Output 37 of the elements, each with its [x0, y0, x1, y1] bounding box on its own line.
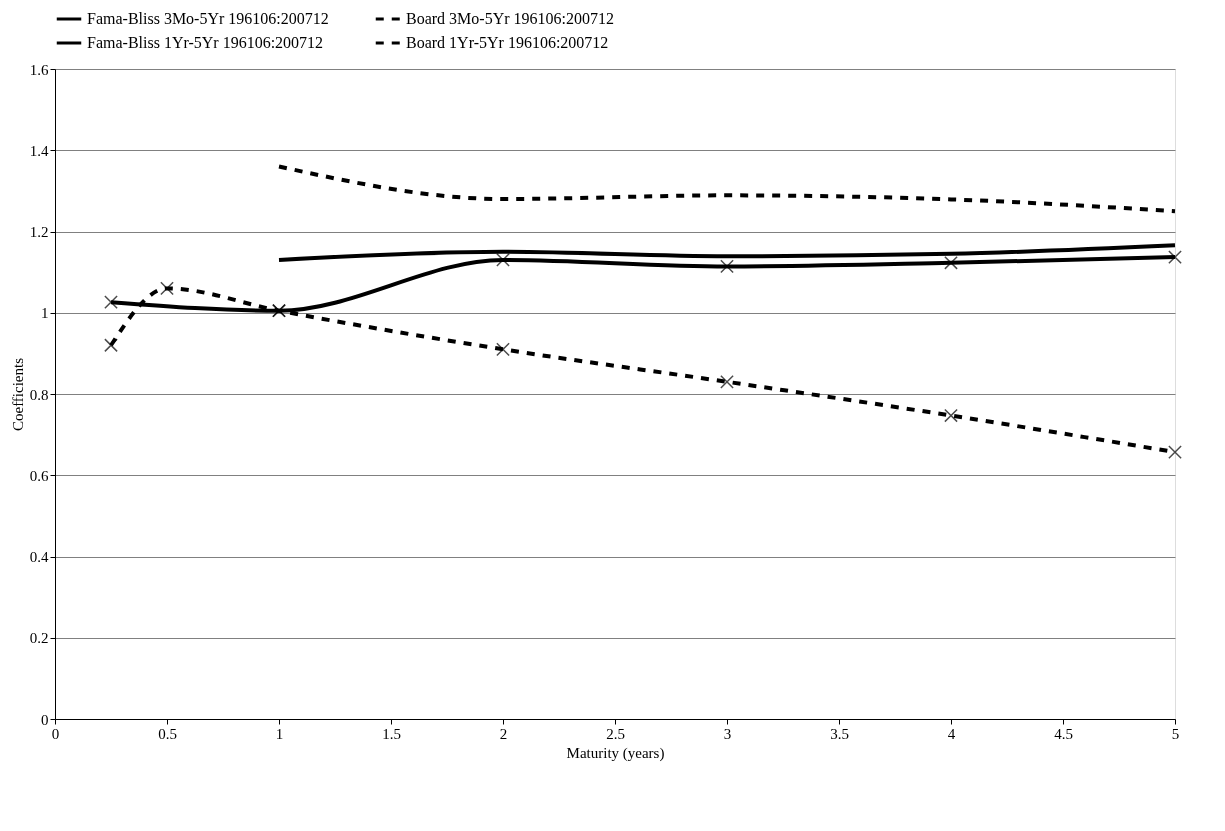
point: [160, 281, 174, 296]
x-tick-label: 0.5: [158, 725, 177, 742]
point: [720, 374, 734, 389]
x-tick-label: 3: [723, 725, 732, 742]
y-axis-title: Coefficients: [9, 357, 26, 432]
y-tick-label: 0.4: [29, 549, 49, 565]
x-tick-label: 1.5: [382, 725, 401, 742]
x-tick-label: 4.5: [1054, 725, 1073, 742]
y-tick-label: 1: [41, 305, 49, 322]
y-tick-label: 0.6: [29, 467, 49, 484]
point: [720, 259, 734, 274]
y-tick-label: 0: [41, 711, 49, 728]
x-tick-label: 3.5: [830, 725, 849, 742]
point: [944, 255, 958, 270]
x-axis-title: Maturity (years): [566, 744, 665, 762]
x-tick-label: 2.5: [606, 725, 625, 742]
point: [496, 342, 510, 357]
point: [104, 338, 118, 353]
y-tick-label: 1.2: [29, 224, 49, 240]
x-tick-label: 5: [1171, 725, 1180, 742]
y-tick-label: 0.8: [29, 386, 49, 403]
y-tick-label: 1.4: [29, 142, 49, 159]
legend-label: Fama-Bliss 3Mo-5Yr 196106:200712: [87, 10, 329, 27]
point: [1168, 445, 1182, 459]
legend-label: Fama-Bliss 1Yr-5Yr 196106:200712: [87, 34, 324, 51]
point: [496, 253, 510, 267]
line-series: [277, 164, 1177, 214]
y-tick-label: 1.6: [29, 61, 49, 78]
point: [1168, 250, 1182, 264]
x-tick-label: 2: [499, 725, 508, 742]
y-tick-label: 0.2: [29, 630, 49, 647]
point: [944, 408, 958, 423]
point: [104, 295, 118, 310]
x-tick-label: 4: [947, 725, 956, 742]
x-tick-label: 1: [275, 725, 284, 742]
legend-label: Board 1Yr-5Yr 196106:200712: [406, 34, 609, 51]
legend-label: Board 3Mo-5Yr 196106:200712: [406, 10, 614, 27]
